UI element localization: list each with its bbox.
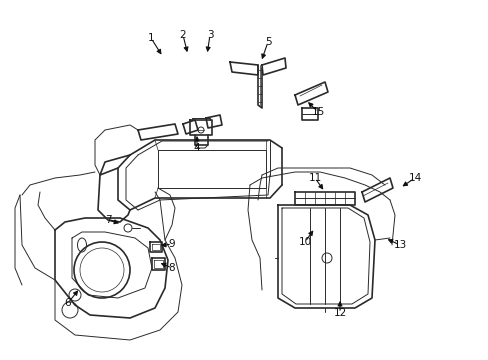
Text: 12: 12 [333,308,346,318]
Text: 6: 6 [64,298,71,308]
Text: 8: 8 [168,263,175,273]
Text: 7: 7 [104,215,111,225]
Text: 2: 2 [179,30,186,40]
Text: 1: 1 [147,33,154,43]
Text: 14: 14 [407,173,421,183]
Text: 9: 9 [168,239,175,249]
Text: 5: 5 [264,37,271,47]
Text: 15: 15 [311,107,324,117]
Text: 3: 3 [206,30,213,40]
Text: 10: 10 [298,237,311,247]
Text: 4: 4 [193,143,200,153]
Text: 13: 13 [392,240,406,250]
Text: 11: 11 [308,173,321,183]
